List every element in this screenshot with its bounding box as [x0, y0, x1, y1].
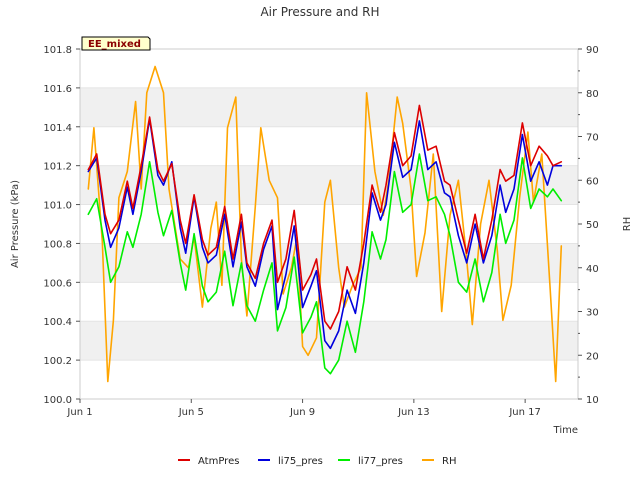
- series-line-rh: [87, 65, 563, 383]
- dataset-badge: EE_mixed: [81, 36, 151, 51]
- y-right-tick-label: 80: [586, 89, 599, 100]
- y-right-tick-label: 30: [586, 308, 599, 319]
- y-tick-label: 101.8: [43, 45, 72, 56]
- y-right-tick-label: 40: [586, 264, 599, 275]
- y-tick-label: 100.4: [43, 317, 72, 328]
- y-axis-right-title: RH: [622, 217, 633, 231]
- y-right-tick-label: 10: [586, 395, 599, 406]
- badge-label: EE_mixed: [88, 39, 141, 50]
- plot-series: [87, 65, 563, 383]
- y-tick-label: 101.6: [43, 84, 72, 95]
- y-right-tick-label: 90: [586, 45, 599, 56]
- x-axis-ticks: Jun 1 Jun 5 Jun 9 Jun 13 Jun 17: [66, 399, 541, 418]
- x-tick-label: Jun 17: [508, 407, 541, 418]
- grid-bands: [80, 48, 578, 400]
- legend-label: li75_pres: [278, 456, 323, 467]
- y-tick-label: 100.6: [43, 278, 72, 289]
- legend-label: li77_pres: [358, 456, 403, 467]
- x-tick-label: Jun 5: [178, 407, 204, 418]
- y-axis-left-ticks: 100.0 100.2 100.4 100.6 100.8 101.0 101.2 101.4…: [43, 45, 80, 406]
- y-axis-left-title: Air Pressure (kPa): [10, 180, 21, 268]
- legend-label: AtmPres: [198, 456, 239, 467]
- grid-band: [80, 87, 578, 127]
- legend: AtmPres li75_pres li77_pres RH: [178, 456, 456, 467]
- y-tick-label: 101.4: [43, 123, 72, 134]
- y-right-tick-label: 60: [586, 176, 599, 187]
- chart-title: Air Pressure and RH: [260, 5, 379, 19]
- y-tick-label: 100.2: [43, 356, 72, 367]
- y-right-tick-label: 50: [586, 220, 599, 231]
- y-tick-label: 101.2: [43, 162, 72, 173]
- grid-band: [80, 243, 578, 283]
- x-axis-title: Time: [553, 425, 578, 436]
- y-right-tick-label: 70: [586, 133, 599, 144]
- series-line-li77-pres: [87, 153, 563, 375]
- series-line-li75-pres: [87, 118, 563, 350]
- y-tick-label: 101.0: [43, 201, 72, 212]
- x-tick-label: Jun 9: [289, 407, 315, 418]
- y-right-tick-label: 20: [586, 351, 599, 362]
- x-tick-label: Jun 13: [397, 407, 430, 418]
- badge-box: [81, 36, 151, 51]
- series-line-atmpres: [87, 104, 563, 330]
- x-tick-label: Jun 1: [66, 407, 92, 418]
- y-tick-label: 100.8: [43, 239, 72, 250]
- y-tick-label: 100.0: [43, 395, 72, 406]
- legend-label: RH: [442, 456, 456, 467]
- y-axis-right-ticks: 10 20 30 40 50 60 70 80 90: [578, 45, 599, 406]
